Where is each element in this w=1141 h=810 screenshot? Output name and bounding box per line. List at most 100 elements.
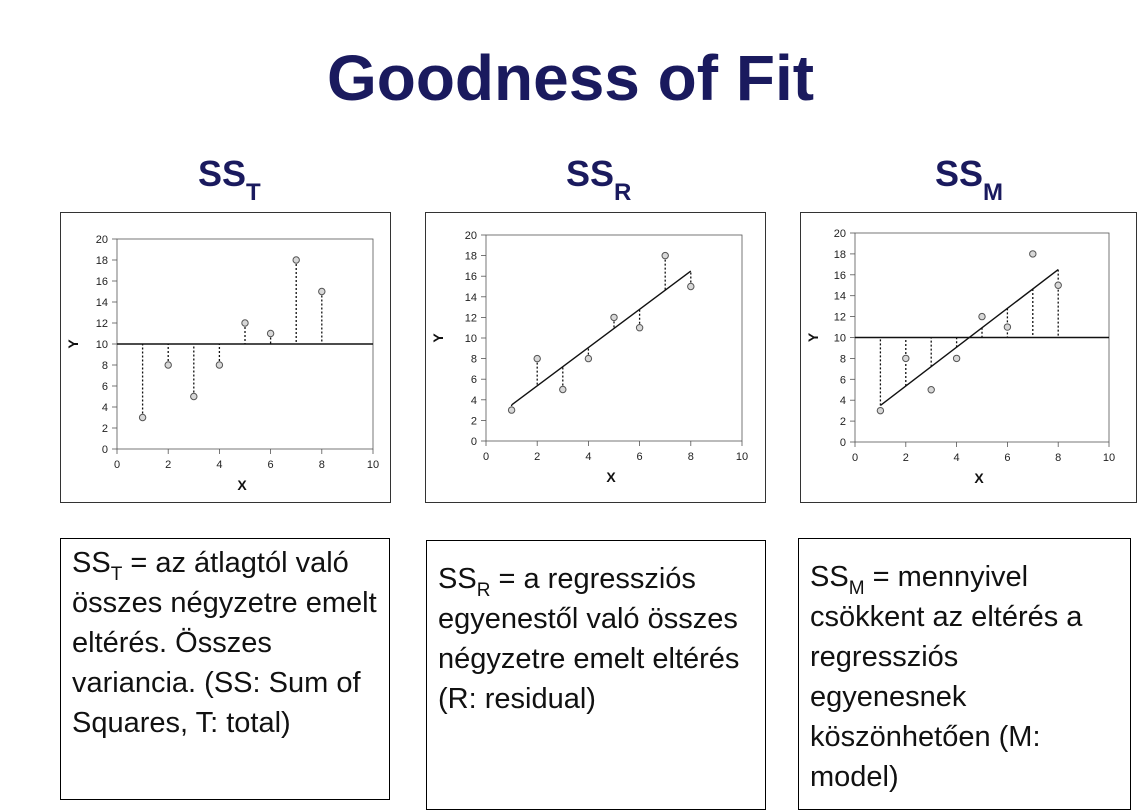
panel-label-sub: T [246,179,261,206]
data-point [1054,281,1062,289]
y-tick-label: 20 [96,234,108,246]
description-ssr: SSR = a regressziós egyenestől való össz… [426,540,766,810]
y-tick-label: 0 [840,437,846,449]
x-tick-label: 10 [367,459,379,471]
y-tick-label: 18 [465,251,477,263]
description-main: SS [72,547,111,579]
y-tick-label: 20 [834,228,846,240]
x-axis-label: X [974,470,984,486]
data-point [687,282,695,291]
chart-frame-ssm: 0 2 4 6 8 10 12 14 16 18 20 0 2 4 6 8 10 X Y [800,212,1137,503]
y-tick-label: 6 [471,374,477,386]
slide-title: Goodness of Fit [326,42,815,114]
data-point [241,319,249,327]
y-tick-label: 14 [465,292,477,304]
x-tick-label: 6 [268,459,274,471]
y-tick-label: 18 [96,255,108,267]
data-point [635,324,644,332]
regression-line [511,270,692,406]
x-tick-label: 4 [216,459,222,471]
description-text: = az átlagtól való összes négyzetre emel… [72,547,377,739]
data-point [610,313,618,322]
y-tick-label: 0 [102,444,108,456]
data-point [190,392,198,401]
plot-area [485,234,743,442]
panel-label-sub: M [983,179,1004,206]
y-tick-label: 10 [834,333,846,345]
panel-label-sst: SST [198,156,261,205]
data-point [584,354,593,363]
y-tick-label: 2 [840,416,846,428]
description-ssm: SSM = mennyivel csökkent az eltérés a re… [798,538,1131,810]
chart-ssm: 0 2 4 6 8 10 12 14 16 18 20 0 2 4 6 8 10 X Y [805,228,1115,486]
data-point [927,386,935,394]
data-point [266,329,275,338]
data-point [559,385,567,394]
y-axis-label: Y [805,332,821,342]
y-tick-label: 8 [102,360,108,372]
chart-frame-ssr: 0 2 4 6 8 10 12 14 16 18 20 0 2 4 6 8 10 X Y [425,212,766,503]
x-axis-label: X [237,477,247,493]
x-tick-label: 8 [688,451,694,463]
y-tick-label: 16 [834,270,846,282]
y-tick-label: 4 [102,402,108,414]
panel-label-main: SS [566,153,615,194]
x-tick-label: 6 [637,451,643,463]
y-axis-label: Y [430,333,446,343]
y-tick-label: 10 [96,339,108,351]
data-point [507,406,516,414]
panel-label-ssr: SSR [566,156,631,205]
x-tick-label: 6 [1004,452,1010,464]
data-point [1003,323,1012,331]
x-tick-label: 10 [1103,452,1115,464]
x-tick-label: 0 [114,459,120,471]
chart-sst: 0 2 4 6 8 10 12 14 16 18 20 0 2 4 6 8 10 X Y [65,234,379,493]
description-sst: SST = az átlagtól való összes négyzetre … [60,538,390,800]
y-tick-label: 14 [834,291,846,303]
description-sub: R [476,580,491,601]
x-tick-label: 0 [852,452,858,464]
data-point [292,256,300,264]
y-axis-label: Y [65,339,81,349]
description-main: SS [438,563,477,595]
y-tick-label: 12 [834,312,846,324]
panel-label-sub: R [614,179,632,206]
data-point [876,406,885,415]
y-tick-label: 12 [465,312,477,324]
x-tick-label: 4 [585,451,591,463]
data-point [1029,250,1037,258]
data-point [902,354,910,363]
x-axis-label: X [606,469,616,485]
x-tick-label: 8 [319,459,325,471]
y-tick-label: 6 [102,381,108,393]
panel-label-ssm: SSM [935,156,1003,205]
y-tick-label: 16 [465,271,477,283]
data-point [533,354,541,363]
y-tick-label: 8 [471,354,477,366]
description-text: = mennyivel csökkent az eltérés a regres… [810,561,1083,793]
y-tick-label: 12 [96,318,108,330]
y-tick-label: 20 [465,230,477,242]
y-tick-label: 0 [471,436,477,448]
panel-label-main: SS [935,153,984,194]
y-tick-label: 4 [471,395,477,407]
y-tick-label: 18 [834,249,846,261]
description-main: SS [810,561,849,593]
x-tick-label: 8 [1055,452,1061,464]
data-point [661,251,669,260]
x-tick-label: 2 [903,452,909,464]
y-tick-label: 2 [471,415,477,427]
data-point [138,413,147,422]
regression-line [879,269,1059,406]
description-text: = a regressziós egyenestől való összes n… [438,563,740,715]
data-point [164,361,172,369]
y-tick-label: 16 [96,276,108,288]
data-point [215,361,224,369]
x-tick-label: 2 [534,451,540,463]
y-tick-label: 2 [102,423,108,435]
data-point [978,312,986,321]
y-tick-label: 14 [96,297,108,309]
x-tick-label: 10 [736,451,748,463]
description-sub: M [848,578,865,599]
y-tick-label: 4 [840,395,846,407]
